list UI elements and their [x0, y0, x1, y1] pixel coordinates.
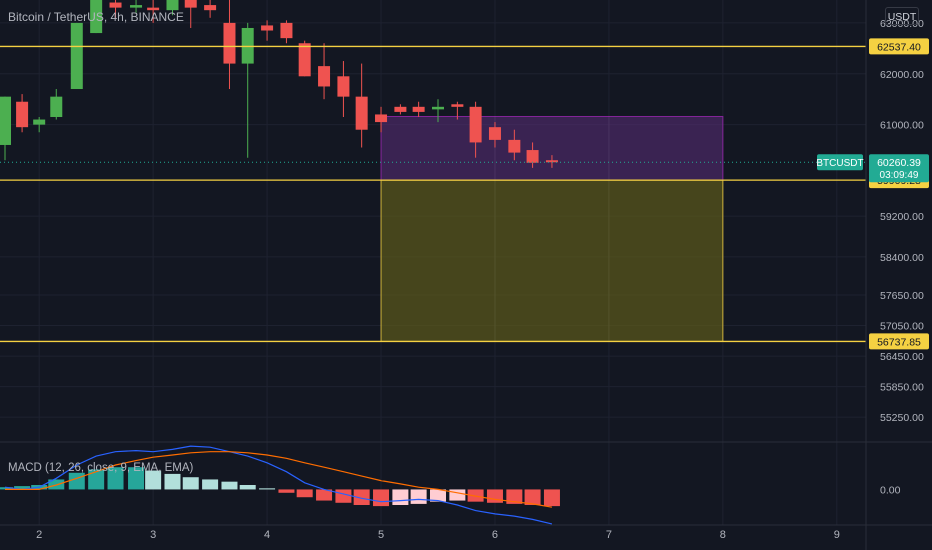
- candle-down: [508, 139, 521, 153]
- current-price-label: 60260.39: [877, 157, 921, 169]
- macd-pane: [0, 445, 560, 525]
- y-tick-label: 59200.00: [880, 211, 924, 223]
- candle-up: [33, 119, 46, 125]
- macd-zero-label: 0.00: [880, 484, 901, 496]
- macd-histogram-bar: [221, 481, 238, 490]
- candle-up: [50, 96, 63, 117]
- candle-down: [16, 101, 29, 128]
- zones-layer[interactable]: [380, 115, 724, 342]
- x-tick-label: 2: [36, 529, 42, 541]
- macd-histogram-bar: [296, 489, 313, 498]
- y-tick-label: 57650.00: [880, 290, 924, 302]
- symbol-tag: [817, 154, 863, 171]
- candle-down: [298, 43, 311, 77]
- current-price-tag: [869, 154, 929, 183]
- candle-up: [130, 5, 143, 8]
- candle-down: [451, 104, 464, 107]
- candles-layer: [0, 0, 558, 168]
- y-tick-label: 63000.00: [880, 18, 924, 30]
- x-tick-label: 7: [606, 529, 612, 541]
- macd-histogram-bar: [316, 489, 333, 501]
- macd-histogram-bar: [182, 477, 199, 490]
- target-zone-lower[interactable]: [380, 179, 724, 342]
- level-price-label: 56737.85: [877, 336, 921, 348]
- y-tick-label: 55850.00: [880, 382, 924, 394]
- macd-histogram-bar: [0, 487, 13, 490]
- y-tick-label: 61000.00: [880, 120, 924, 132]
- level-price-label: 62537.40: [877, 41, 921, 53]
- macd-histogram-bar: [524, 489, 541, 505]
- x-tick-label: 3: [150, 529, 156, 541]
- macd-histogram-bar: [14, 486, 31, 490]
- candle-down: [526, 150, 539, 163]
- x-tick-label: 8: [720, 529, 726, 541]
- macd-histogram-bar: [68, 472, 85, 490]
- candle-down: [318, 66, 331, 87]
- y-tick-label: 56450.00: [880, 351, 924, 363]
- macd-histogram-bar: [543, 489, 560, 507]
- y-tick-label: 57050.00: [880, 321, 924, 333]
- candle-down: [394, 106, 407, 112]
- chart-title: Bitcoin / TetherUS, 4h, BINANCE: [8, 10, 184, 24]
- candle-down: [223, 22, 236, 64]
- x-tick-label: 6: [492, 529, 498, 541]
- levels-layer[interactable]: [0, 45, 866, 343]
- x-tick-label: 9: [834, 529, 840, 541]
- candle-up: [0, 96, 11, 145]
- candle-down: [147, 7, 160, 11]
- macd-histogram-bar: [239, 485, 256, 490]
- macd-indicator-label[interactable]: MACD (12, 26, close, 9, EMA, EMA): [8, 462, 194, 474]
- macd-histogram-bar: [373, 489, 390, 507]
- candle-down: [204, 5, 217, 11]
- candle-up: [166, 0, 179, 11]
- candle-up: [70, 22, 83, 90]
- macd-histogram-bar: [392, 489, 409, 505]
- price-labels-layer: 62537.4059909.2856737.85BTCUSDT60260.390…: [816, 38, 929, 350]
- macd-histogram-bar: [449, 489, 466, 501]
- candle-down: [469, 106, 482, 143]
- y-tick-label: 55250.00: [880, 412, 924, 424]
- macd-histogram-bar: [145, 470, 162, 490]
- macd-histogram-bar: [202, 479, 219, 490]
- candle-up: [90, 0, 103, 34]
- candle-down: [375, 114, 388, 123]
- macd-histogram-bar: [128, 467, 145, 490]
- candle-down: [337, 76, 350, 97]
- countdown-label: 03:09:49: [880, 170, 919, 181]
- macd-histogram-bar: [353, 489, 370, 505]
- candle-down: [488, 127, 501, 140]
- currency-unit-button[interactable]: USDT: [885, 7, 919, 25]
- candle-down: [355, 96, 368, 130]
- symbol-label: BTCUSDT: [816, 158, 863, 169]
- level-price-tag: [869, 333, 929, 350]
- candle-down: [261, 25, 274, 31]
- macd-signal-series: [5, 451, 553, 508]
- macd-histogram-bar: [335, 489, 352, 503]
- macd-histogram-bar: [278, 489, 295, 493]
- candle-down: [184, 0, 197, 8]
- macd-line-series: [4, 445, 553, 525]
- candle-down: [109, 2, 122, 8]
- target-zone-upper[interactable]: [380, 115, 724, 181]
- candle-down: [412, 106, 425, 112]
- candle-down: [280, 22, 293, 39]
- macd-histogram-bar: [88, 469, 105, 490]
- level-price-tag: [869, 38, 929, 55]
- macd-histogram-bar: [506, 489, 523, 504]
- macd-histogram-bar: [430, 489, 446, 502]
- y-tick-label: 62000.00: [880, 69, 924, 81]
- candle-down: [545, 160, 558, 163]
- macd-histogram-bar: [486, 489, 503, 503]
- x-tick-label: 4: [264, 529, 270, 541]
- macd-histogram-bar: [164, 473, 181, 490]
- x-tick-label: 5: [378, 529, 384, 541]
- macd-histogram-bar: [259, 488, 276, 490]
- macd-histogram-bar: [410, 489, 427, 504]
- candle-up: [432, 106, 444, 110]
- y-tick-label: 58400.00: [880, 252, 924, 264]
- macd-histogram-bar: [107, 467, 124, 490]
